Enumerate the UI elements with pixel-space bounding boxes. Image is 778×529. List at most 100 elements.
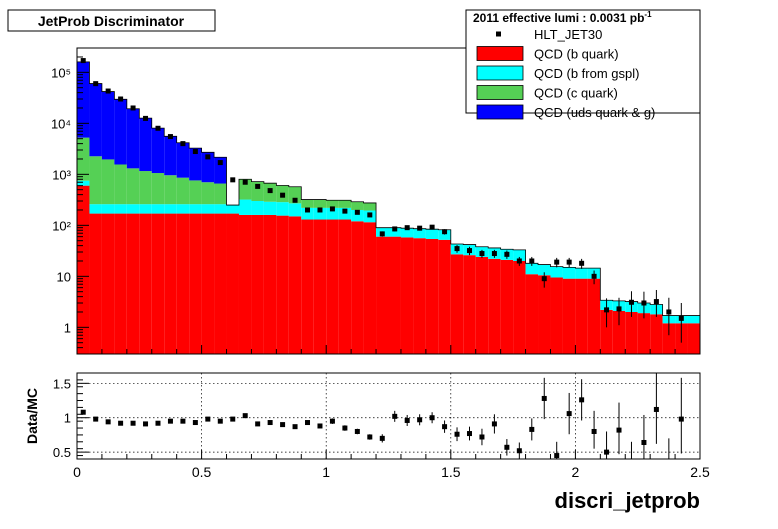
legend-swatch xyxy=(476,46,524,61)
histogram-bar xyxy=(326,200,339,208)
histogram-bar xyxy=(77,185,90,354)
histogram-bar xyxy=(338,200,352,208)
ratio-y-tick-label: 1 xyxy=(64,411,71,426)
ratio-point xyxy=(342,425,348,431)
ratio-point xyxy=(454,431,460,437)
data-point xyxy=(616,306,622,312)
histogram-bar xyxy=(226,205,239,214)
histogram-bar xyxy=(139,171,152,205)
histogram-bar xyxy=(77,61,90,138)
histogram-bar xyxy=(201,152,215,183)
legend-header-text: 2011 effective lumi : 0.0031 pb xyxy=(473,11,644,25)
histogram-bar xyxy=(226,213,239,354)
legend-marker xyxy=(496,31,501,37)
histogram-bar xyxy=(400,228,414,238)
legend-swatch xyxy=(476,104,524,120)
histogram-bar xyxy=(538,275,551,354)
histogram-bar xyxy=(101,91,115,160)
ratio-point xyxy=(379,435,385,441)
data-point xyxy=(504,251,510,257)
ratio-points-layer xyxy=(80,373,684,459)
data-point xyxy=(479,251,485,257)
ratio-point xyxy=(105,419,111,425)
ratio-point xyxy=(93,416,99,422)
ratio-point xyxy=(305,420,311,426)
data-point xyxy=(417,225,423,231)
ratio-y-tick-label: 0.5 xyxy=(53,445,71,460)
ratio-point xyxy=(143,421,149,427)
histogram-bar xyxy=(176,213,190,354)
ratio-point xyxy=(404,417,410,423)
histogram-bar xyxy=(425,229,439,239)
data-point xyxy=(579,260,585,266)
data-point xyxy=(130,105,136,111)
ratio-point xyxy=(554,453,560,459)
histogram-bar xyxy=(438,239,451,354)
data-point xyxy=(280,192,286,198)
ratio-y-tick-label: 1.5 xyxy=(53,376,71,391)
x-tick-label: 2 xyxy=(572,464,580,480)
data-point xyxy=(379,231,385,237)
data-point xyxy=(466,248,472,254)
histogram-bar xyxy=(238,199,252,215)
histogram-bar xyxy=(89,156,102,205)
y-tick-label: 10 xyxy=(57,269,71,284)
ratio-point xyxy=(155,420,161,426)
ratio-point xyxy=(317,423,323,429)
histogram-bar xyxy=(238,179,252,200)
data-point xyxy=(604,307,610,313)
histogram-bar xyxy=(662,323,676,354)
data-point xyxy=(554,259,560,265)
legend-label: HLT_JET30 xyxy=(534,27,602,42)
ratio-point xyxy=(217,418,223,424)
histogram-bar xyxy=(650,314,663,354)
histogram-bar xyxy=(251,181,264,201)
histogram-bar xyxy=(326,219,339,354)
main-y-axis: 1 10 10² 10³ 10⁴ 10⁵ xyxy=(51,47,701,354)
ratio-point xyxy=(566,411,572,417)
histogram-bar xyxy=(525,274,539,354)
legend-entry: QCD (b from gspl) xyxy=(476,65,639,81)
legend-entries: HLT_JET30 QCD (b quark) QCD (b from gspl) Q… xyxy=(476,27,655,120)
data-point xyxy=(541,276,547,282)
data-point xyxy=(329,206,335,212)
ratio-plot-background xyxy=(77,373,700,459)
data-point xyxy=(105,88,111,94)
histogram-bar xyxy=(77,137,90,181)
legend: 2011 effective lumi : 0.0031 pb-1 HLT_JE… xyxy=(465,9,701,120)
histogram-bar xyxy=(338,219,352,354)
histogram-bar xyxy=(201,204,215,214)
histogram-bar xyxy=(612,310,626,354)
histogram-bar xyxy=(238,214,252,354)
histogram-bar xyxy=(388,227,401,237)
histogram-bar xyxy=(126,168,140,205)
x-tick-label: 0 xyxy=(73,464,81,480)
histogram-bar xyxy=(139,118,152,172)
histogram-bar xyxy=(139,213,152,354)
data-point xyxy=(491,251,497,257)
histogram-bar xyxy=(363,202,377,211)
main-plot-frame xyxy=(76,47,701,355)
legend-label: QCD (uds quark & g) xyxy=(534,105,655,120)
data-points-layer xyxy=(80,58,684,343)
data-point xyxy=(404,225,410,231)
histogram-bar xyxy=(276,202,289,216)
histogram-bar xyxy=(562,267,576,279)
ratio-point xyxy=(466,431,472,437)
histogram-bar xyxy=(326,207,339,220)
data-point xyxy=(317,207,323,213)
histogram-bar xyxy=(176,177,190,205)
ratio-point xyxy=(192,420,198,426)
ratio-point xyxy=(541,395,547,401)
data-point xyxy=(678,315,684,321)
histogram-bar xyxy=(488,258,501,354)
ratio-point xyxy=(442,424,448,430)
histogram-bar xyxy=(438,229,451,240)
title-box: JetProb Discriminator xyxy=(7,9,216,32)
legend-label: QCD (b quark) xyxy=(534,47,619,62)
histogram-bar xyxy=(313,219,327,354)
data-point xyxy=(591,273,597,279)
histogram-bar xyxy=(189,180,202,205)
histogram-bar xyxy=(151,173,165,205)
